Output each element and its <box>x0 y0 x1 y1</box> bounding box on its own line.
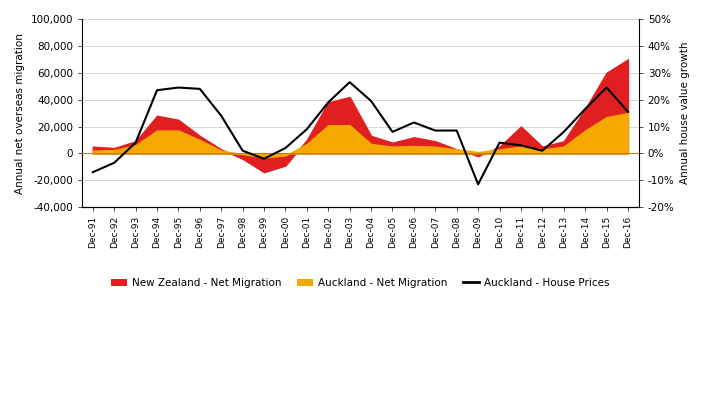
Y-axis label: Annual net overseas migration: Annual net overseas migration <box>15 33 25 193</box>
Legend: New Zealand - Net Migration, Auckland - Net Migration, Auckland - House Prices: New Zealand - Net Migration, Auckland - … <box>107 274 613 292</box>
Y-axis label: Annual house value growth: Annual house value growth <box>680 42 690 184</box>
